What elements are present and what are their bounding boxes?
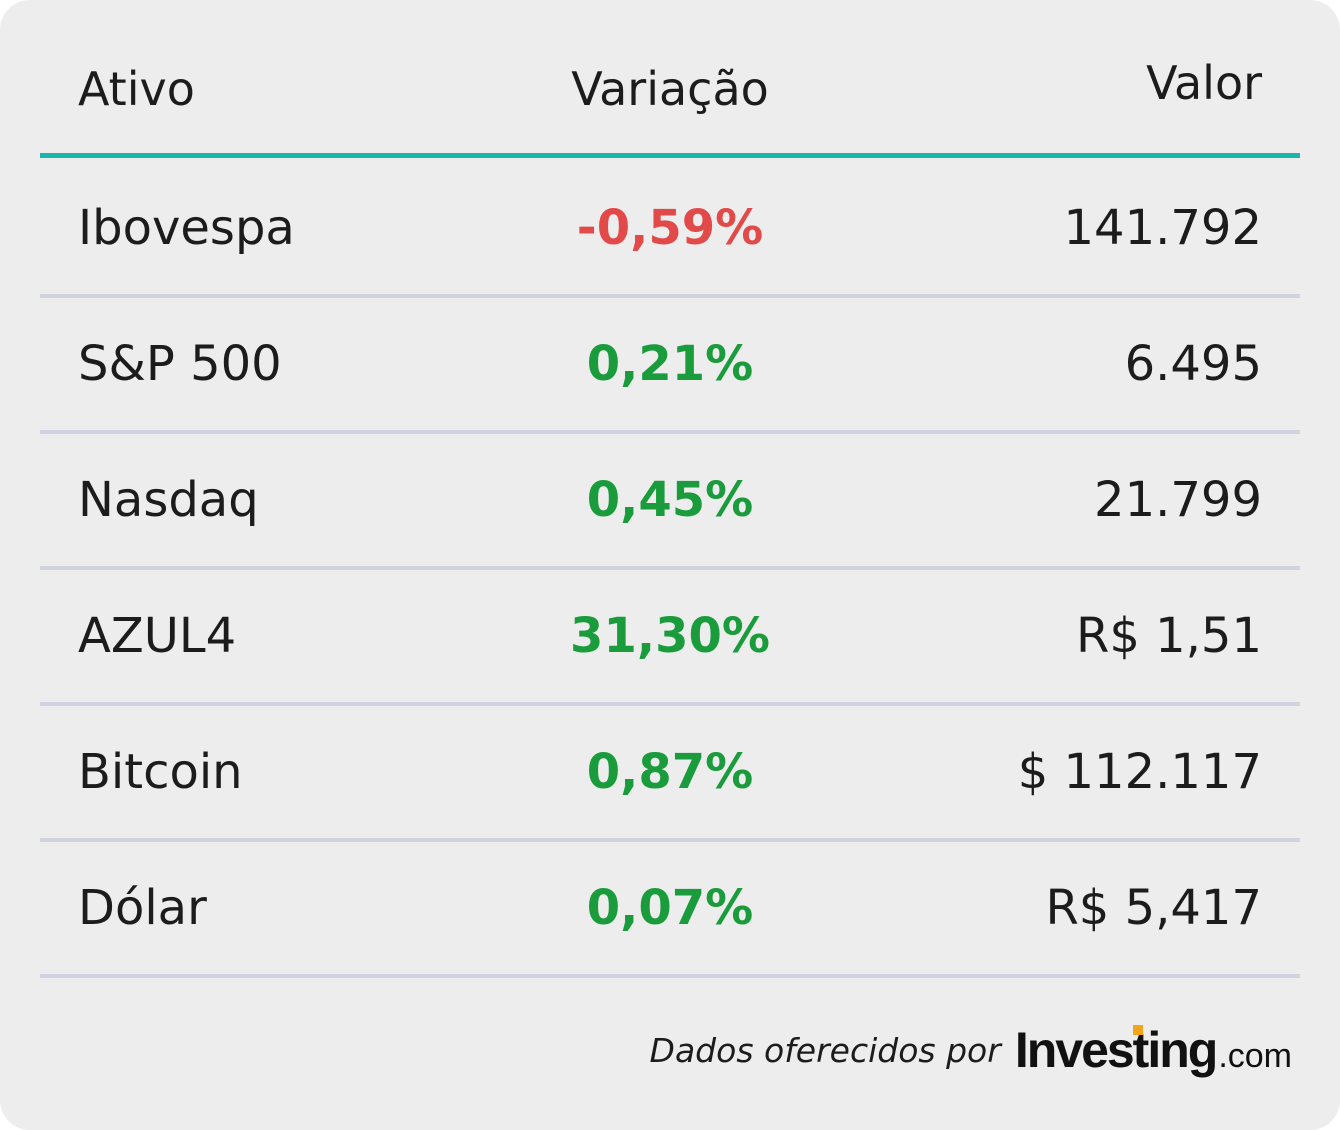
asset-value: R$ 1,51: [1075, 608, 1262, 664]
asset-value: 21.799: [1094, 472, 1262, 528]
asset-value: $ 112.117: [1017, 744, 1262, 800]
asset-value: R$ 5,417: [1045, 880, 1262, 936]
table-row: Nasdaq 0,45% 21.799: [40, 434, 1300, 570]
header-variation: Variação: [571, 62, 769, 116]
data-credit: Dados oferecidos por Investing .com: [650, 1020, 1292, 1080]
asset-name: Bitcoin: [78, 744, 243, 800]
table-row: S&P 500 0,21% 6.495: [40, 298, 1300, 434]
header-value: Valor: [1146, 56, 1262, 110]
asset-variation: 0,45%: [586, 472, 754, 528]
asset-variation: 31,30%: [570, 608, 770, 664]
asset-name: Ibovespa: [78, 200, 295, 256]
table-header: Ativo Variação Valor: [40, 0, 1300, 158]
logo-suffix: .com: [1218, 1037, 1292, 1075]
investing-logo: Investing .com: [1015, 1025, 1292, 1075]
table-row: Bitcoin 0,87% $ 112.117: [40, 706, 1300, 842]
table-row: Ibovespa -0,59% 141.792: [40, 162, 1300, 298]
asset-name: AZUL4: [78, 608, 237, 664]
header-asset: Ativo: [78, 62, 195, 116]
asset-name: S&P 500: [78, 336, 282, 392]
credit-text: Dados oferecidos por: [649, 1030, 1001, 1070]
logo-wordmark: Investing: [1014, 1022, 1218, 1078]
asset-variation: 0,87%: [586, 744, 754, 800]
asset-variation: 0,07%: [586, 880, 754, 936]
logo-accent-mark: [1132, 1025, 1143, 1035]
asset-variation: 0,21%: [586, 336, 754, 392]
table-row: AZUL4 31,30% R$ 1,51: [40, 570, 1300, 706]
asset-value: 6.495: [1124, 336, 1262, 392]
asset-name: Nasdaq: [78, 472, 259, 528]
asset-variation: -0,59%: [576, 200, 764, 256]
table-row: Dólar 0,07% R$ 5,417: [40, 842, 1300, 978]
asset-value: 141.792: [1063, 200, 1263, 256]
table-body: Ibovespa -0,59% 141.792 S&P 500 0,21% 6.495 Na…: [40, 162, 1300, 978]
asset-name: Dólar: [78, 880, 207, 936]
